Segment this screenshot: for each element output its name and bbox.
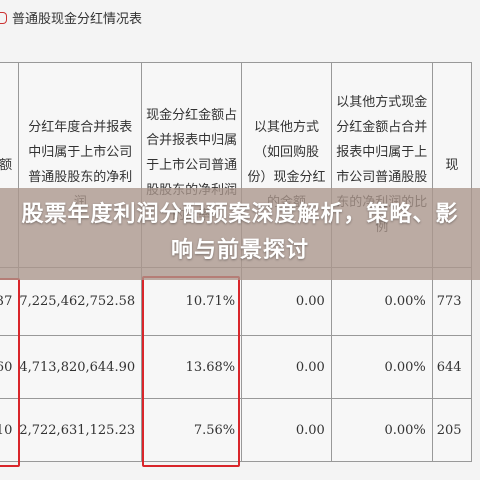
table-cell: 0.00% [330, 398, 433, 462]
table-cell: 644 [431, 335, 473, 399]
table-cell: 60 [0, 335, 20, 399]
table-cell: 10 [0, 398, 20, 462]
table-row: 10 2,722,631,125.23 7.56% 0.00 0.00% 205 [0, 398, 473, 462]
table-cell: 7.56% [141, 398, 243, 462]
headline-banner [0, 188, 480, 280]
table-row: 60 4,713,820,644.90 13.68% 0.00 0.00% 64… [0, 335, 473, 399]
table-cell: 0.00 [241, 335, 332, 399]
table-cell: 205 [431, 398, 473, 462]
table-cell: 0.00 [241, 398, 332, 462]
title-marker [0, 12, 7, 24]
table-cell: 2,722,631,125.23 [18, 398, 143, 462]
table-cell: 4,713,820,644.90 [18, 335, 143, 399]
headline-text: 股票年度利润分配预案深度解析，策略、影响与前景探讨 [21, 202, 459, 263]
dividend-table: 额 分红年度合并报表中归属于上市公司普通股股东的净利润 现金分红金额占合并报表中… [0, 62, 473, 462]
table-title: 普通股现金分红情况表 [12, 12, 143, 27]
table-cell: 0.00% [330, 335, 433, 399]
table-cell: 13.68% [141, 335, 243, 399]
